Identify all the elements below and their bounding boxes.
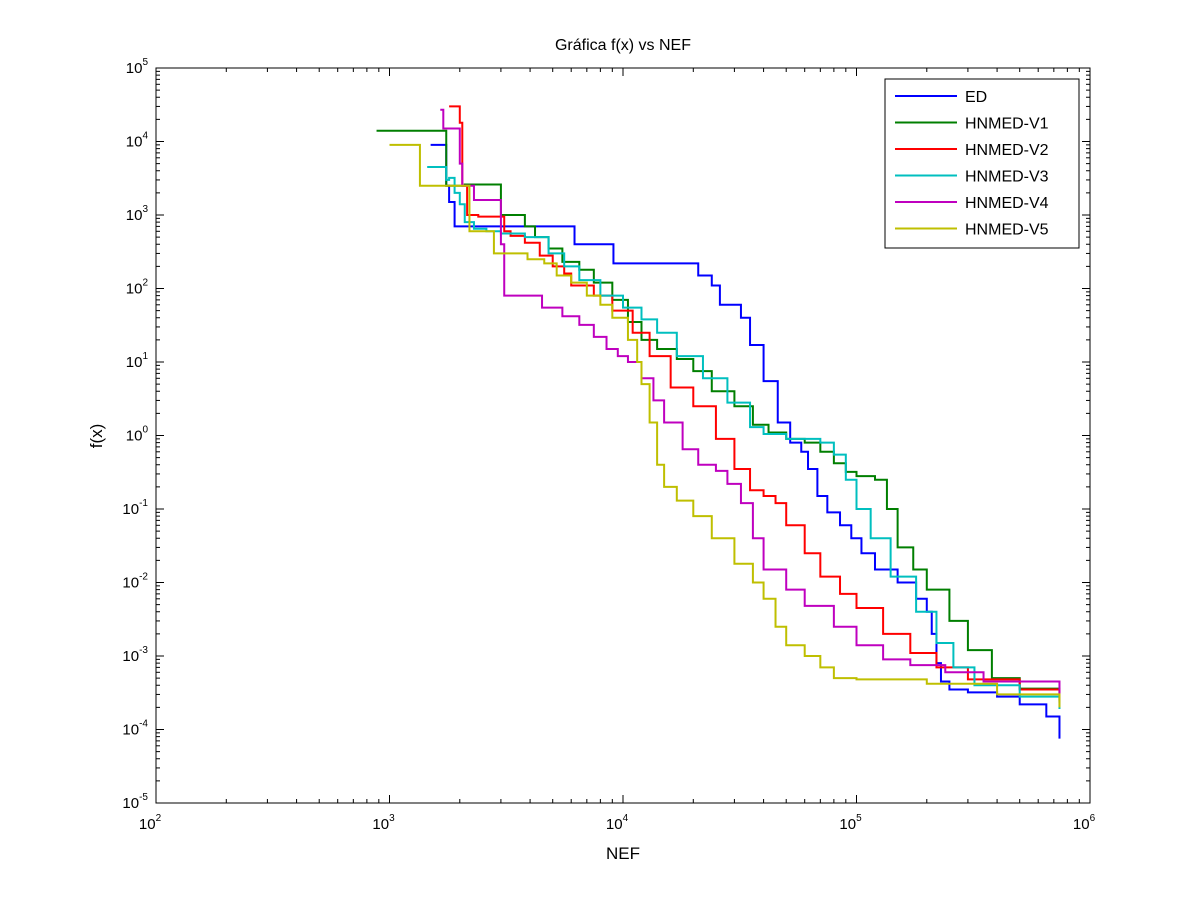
y-tick-label: 10-2 [122, 572, 148, 592]
legend-label-hnmed-v4: HNMED-V4 [965, 195, 1049, 212]
x-tick-label: 105 [839, 813, 862, 833]
y-tick-label: 100 [126, 425, 149, 445]
series-line-hnmed-v4 [440, 108, 1061, 703]
y-tick-label: 10-3 [122, 645, 148, 665]
series-line-hnmed-v3 [427, 165, 1061, 710]
x-tick-label: 104 [606, 813, 629, 833]
legend-label-hnmed-v3: HNMED-V3 [965, 169, 1049, 186]
y-tick-label: 105 [126, 57, 149, 77]
chart-title: Gráfica f(x) vs NEF [555, 37, 691, 54]
legend-box [884, 78, 1080, 249]
x-tick-label: 102 [139, 813, 162, 833]
y-tick-label: 10-5 [122, 792, 148, 812]
y-tick-label: 10-1 [122, 498, 148, 518]
y-tick-label: 104 [126, 131, 149, 151]
y-axis: 10-5 10-4 10-3 10-2 10-1 100 101 102 103 104 105 [122, 57, 1090, 812]
x-tick-label: 106 [1073, 813, 1096, 833]
x-tick-label: 103 [372, 813, 395, 833]
y-tick-label: 103 [126, 204, 149, 224]
x-axis-label: NEF [606, 844, 640, 863]
legend-label-hnmed-v5: HNMED-V5 [965, 222, 1049, 239]
legend-label-hnmed-v1: HNMED-V1 [965, 116, 1049, 133]
legend: ED HNMED-V1 HNMED-V2 HNMED-V3 HNMED-V4 HNMED-… [884, 78, 1080, 249]
series-line-hnmed-v1 [376, 129, 1061, 702]
y-tick-label: 101 [126, 351, 149, 371]
legend-label-hnmed-v2: HNMED-V2 [965, 142, 1049, 159]
series-line-hnmed-v5 [389, 143, 1061, 708]
y-tick-label: 10-4 [122, 719, 148, 739]
y-axis-label: f(x) [87, 424, 106, 449]
series-layer [376, 105, 1061, 739]
x-axis: 102 103 104 105 106 [139, 68, 1096, 833]
series-line-ed [430, 143, 1061, 739]
y-tick-label: 102 [126, 278, 149, 298]
legend-label-ed: ED [965, 89, 987, 106]
series-line-hnmed-v2 [449, 105, 1061, 701]
